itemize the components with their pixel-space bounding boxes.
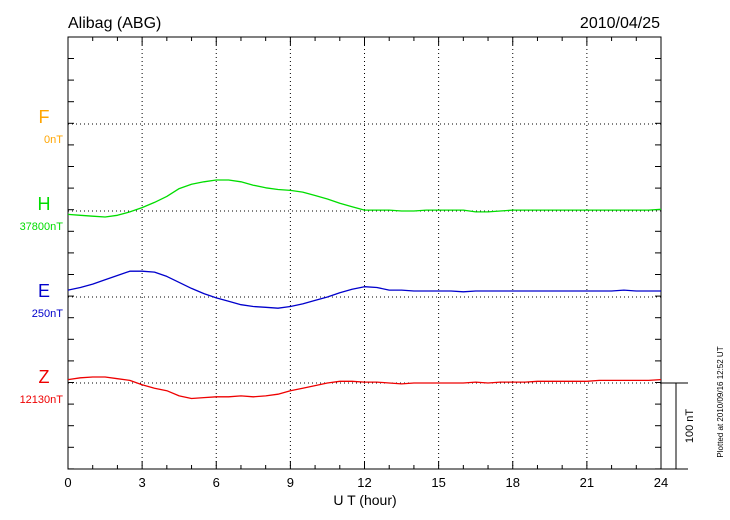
x-tick-label: 0: [64, 475, 71, 490]
x-tick-label: 21: [580, 475, 594, 490]
station-title: Alibag (ABG): [68, 15, 161, 32]
minor-ticks: [67, 37, 662, 470]
x-tick-label: 3: [139, 475, 146, 490]
x-tick-label: 6: [213, 475, 220, 490]
x-tick-label: 12: [357, 475, 371, 490]
x-tick-labels: 0 3 6 9 12 15 18 21 24: [64, 475, 668, 490]
series-name-label: E: [38, 281, 50, 301]
x-tick-label: 24: [654, 475, 668, 490]
x-tick-label: 18: [506, 475, 520, 490]
series-line-z: [67, 376, 662, 400]
grid-lines: [68, 37, 661, 469]
series-labels: F 0nT H 37800nT E 250nT Z 12130nT: [20, 107, 64, 406]
series-baseline-label: 12130nT: [20, 394, 64, 406]
date-label: 2010/04/25: [580, 15, 660, 32]
series-name-label: F: [39, 107, 50, 127]
series-line-h: [67, 179, 662, 218]
x-tick-label: 15: [431, 475, 445, 490]
series-baseline-label: 0nT: [44, 134, 63, 146]
scale-bar-label: 100 nT: [684, 409, 696, 444]
scale-bar: 100 nT: [661, 382, 696, 470]
series-baseline-label: 37800nT: [20, 221, 64, 233]
series-name-label: Z: [39, 367, 50, 387]
x-tick-label: 9: [287, 475, 294, 490]
series-name-label: H: [38, 194, 51, 214]
plotted-timestamp: Plotted at 2010/09/16 12:52 UT: [716, 346, 725, 457]
series-lines: [67, 179, 662, 400]
series-baseline-label: 250nT: [32, 308, 63, 320]
series-line-e: [67, 270, 661, 309]
x-axis-label: U T (hour): [333, 492, 396, 508]
